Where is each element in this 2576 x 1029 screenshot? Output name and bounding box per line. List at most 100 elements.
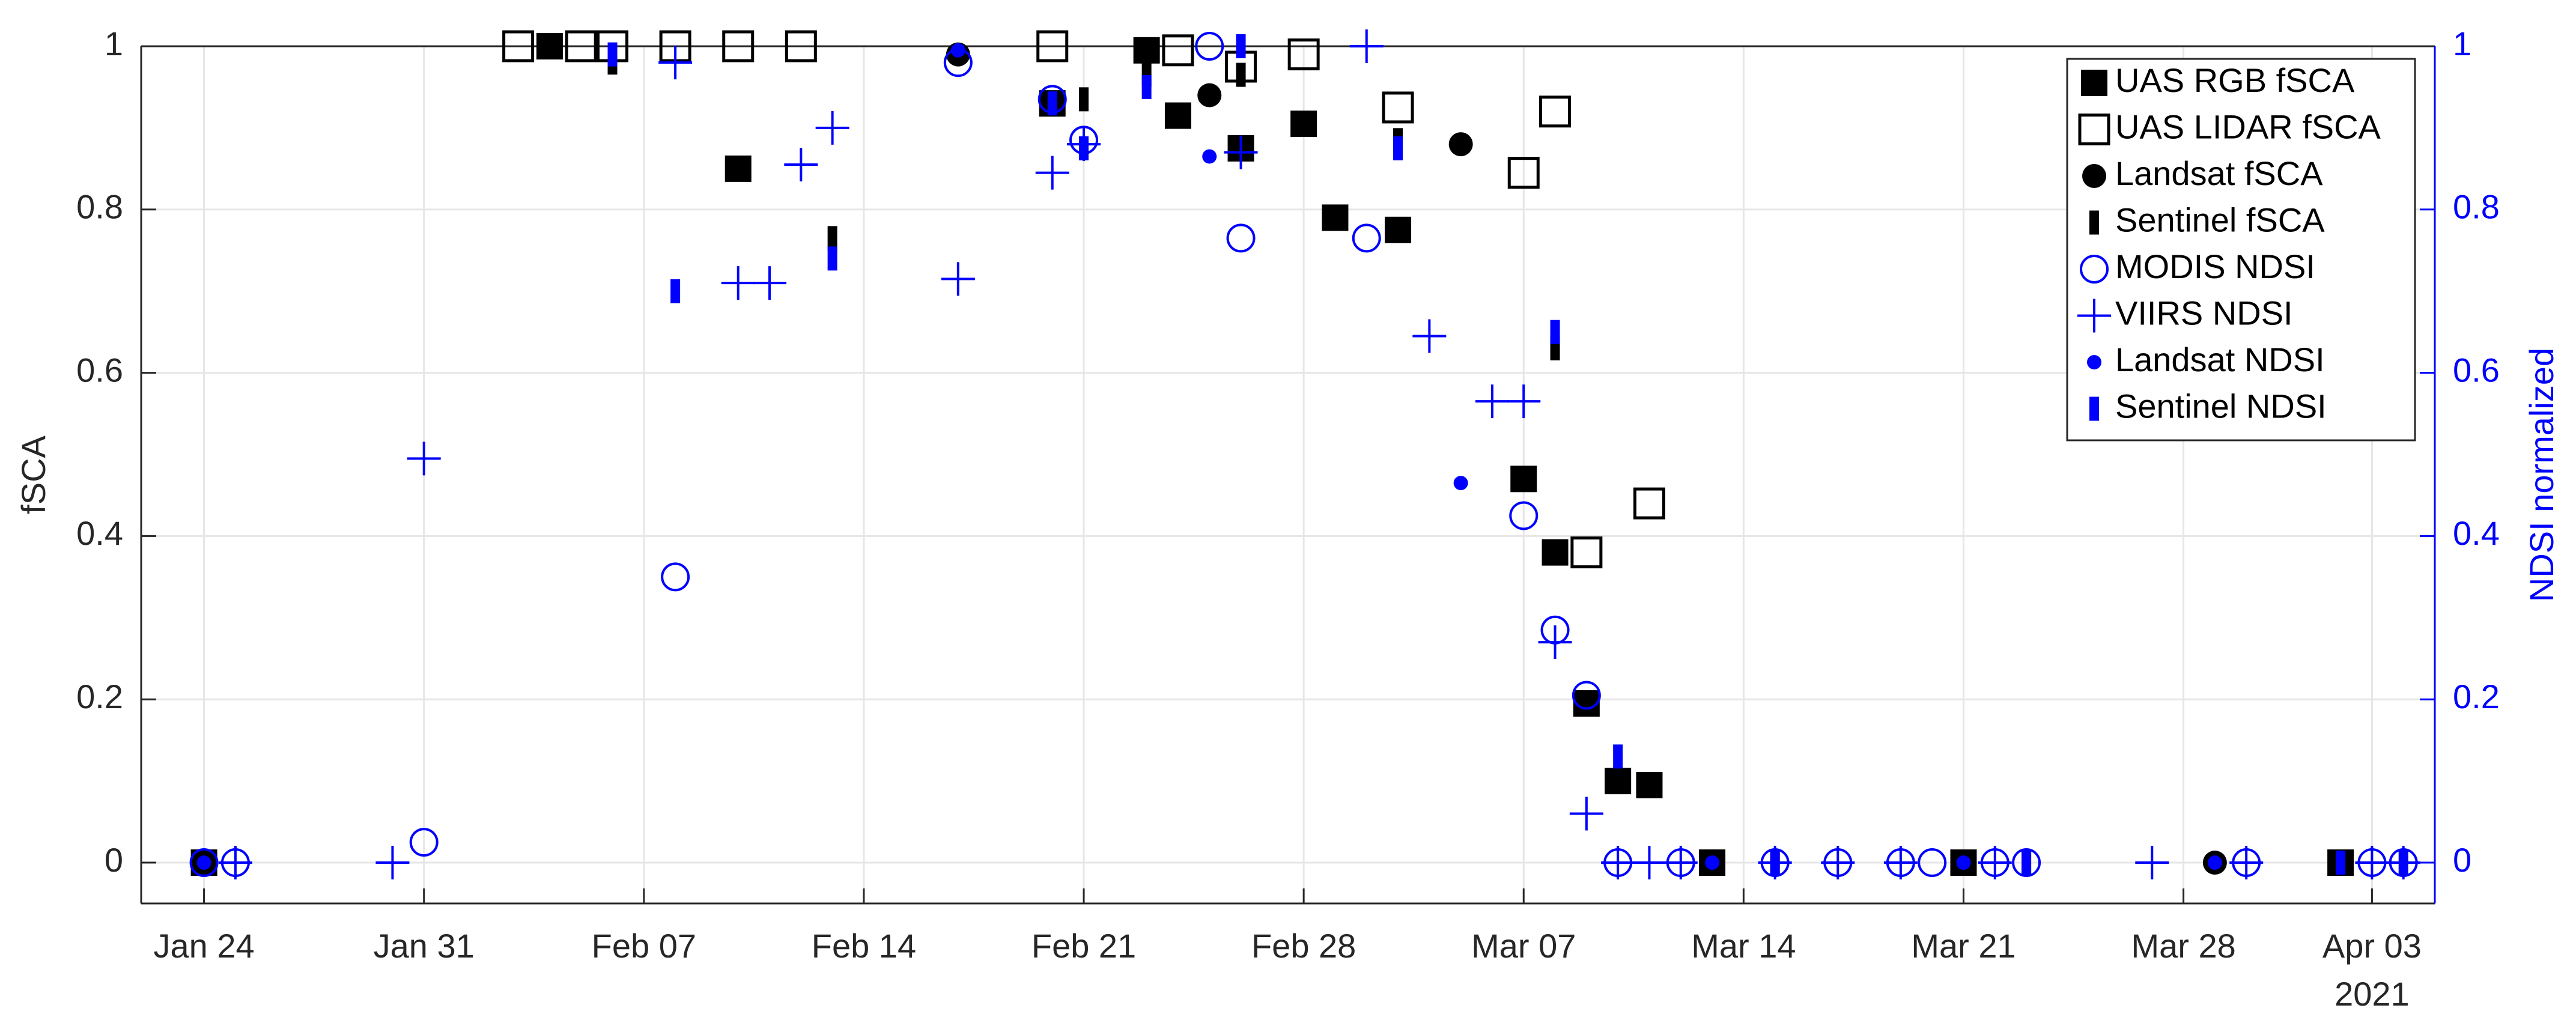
marker	[1978, 846, 2012, 880]
marker	[1412, 319, 1447, 353]
x-tick-label: Feb 28	[1251, 927, 1356, 965]
y2-tick-label: 0.6	[2453, 351, 2500, 389]
legend-label: Landsat fSCA	[2115, 154, 2323, 192]
marker	[1393, 136, 1403, 160]
marker	[1352, 223, 1381, 253]
marker	[1079, 87, 1089, 112]
marker	[785, 30, 817, 62]
legend-label: UAS LIDAR fSCA	[2115, 108, 2381, 145]
marker	[218, 846, 252, 880]
y-axis-label: fSCA	[14, 436, 52, 514]
y-tick-label: 0.4	[76, 514, 123, 552]
marker	[1918, 848, 1947, 878]
marker	[1542, 539, 1569, 566]
marker	[189, 848, 219, 878]
marker	[1705, 855, 1720, 870]
marker	[2398, 851, 2408, 875]
marker	[2355, 846, 2389, 880]
marker	[1539, 96, 1572, 128]
marker	[815, 111, 849, 145]
marker	[1141, 74, 1152, 99]
marker	[1570, 536, 1603, 569]
marker	[950, 43, 965, 58]
marker	[1036, 30, 1069, 62]
marker	[1572, 681, 1601, 710]
legend-box	[2066, 58, 2416, 442]
marker	[1164, 102, 1191, 129]
marker	[1510, 466, 1537, 493]
y2-tick-label: 1	[2453, 25, 2471, 62]
y-tick-label: 0	[105, 841, 123, 879]
marker	[1035, 156, 1069, 190]
marker	[2135, 846, 2169, 880]
x-tick-label: Mar 07	[1471, 927, 1576, 965]
marker	[1573, 690, 1600, 717]
marker	[1613, 744, 1623, 769]
marker	[1079, 136, 1089, 160]
marker	[1382, 91, 1414, 124]
marker	[1226, 223, 1256, 253]
marker	[753, 266, 787, 300]
legend-marker	[2081, 70, 2107, 96]
marker	[407, 442, 441, 476]
marker	[1956, 855, 1971, 870]
y2-axis-label: NDSI normalized	[2523, 348, 2560, 602]
marker	[658, 46, 693, 80]
marker	[409, 828, 439, 857]
legend-marker	[2089, 210, 2099, 235]
legend-label: UAS RGB fSCA	[2115, 61, 2355, 99]
x-tick-label: Feb 14	[812, 927, 916, 965]
marker	[1349, 29, 1384, 63]
marker	[1195, 32, 1224, 61]
marker	[2336, 851, 2346, 875]
marker	[1601, 846, 1635, 880]
marker	[1236, 34, 1246, 58]
marker	[1538, 625, 1572, 660]
legend-marker	[2089, 396, 2099, 421]
marker	[1453, 476, 1468, 491]
x-year-label: 2021	[2334, 975, 2410, 1013]
legend-marker	[2080, 255, 2109, 284]
marker	[2229, 846, 2264, 880]
marker	[1290, 111, 1317, 138]
y2-tick-label: 0	[2453, 841, 2471, 879]
marker	[661, 562, 690, 592]
x-tick-label: Feb 21	[1031, 927, 1136, 965]
marker	[1507, 157, 1540, 189]
marker	[565, 30, 597, 62]
marker	[1385, 216, 1412, 243]
marker	[827, 226, 837, 250]
x-tick-label: Feb 07	[592, 927, 696, 965]
x-tick-label: Mar 14	[1691, 927, 1796, 965]
marker	[502, 30, 535, 62]
marker	[1636, 771, 1663, 798]
x-tick-label: Apr 03	[2322, 927, 2422, 965]
marker	[2012, 848, 2041, 878]
legend-label: Sentinel fSCA	[2115, 201, 2325, 238]
marker	[1202, 149, 1217, 164]
legend-marker	[2082, 164, 2106, 188]
marker	[1821, 846, 1855, 880]
y2-tick-label: 0.2	[2453, 678, 2500, 715]
marker	[1287, 38, 1320, 71]
marker	[1613, 769, 1623, 794]
marker	[1197, 83, 1222, 108]
x-tick-label: Jan 24	[154, 927, 255, 965]
y-tick-label: 0.2	[76, 678, 123, 715]
legend-label: VIIRS NDSI	[2115, 294, 2293, 332]
x-tick-label: Mar 28	[2131, 927, 2235, 965]
marker	[1770, 851, 1780, 875]
marker	[721, 266, 755, 300]
marker	[1475, 384, 1509, 419]
legend-label: Landsat NDSI	[2115, 341, 2325, 378]
marker	[724, 155, 752, 182]
y-tick-label: 0.8	[76, 188, 123, 226]
marker	[1133, 37, 1160, 64]
legend-label: Sentinel NDSI	[2115, 387, 2327, 425]
marker	[1632, 846, 1666, 880]
marker	[2207, 855, 2222, 870]
marker	[722, 30, 755, 62]
marker	[1663, 846, 1698, 880]
x-tick-label: Jan 31	[374, 927, 475, 965]
y-tick-label: 0.6	[76, 351, 123, 389]
